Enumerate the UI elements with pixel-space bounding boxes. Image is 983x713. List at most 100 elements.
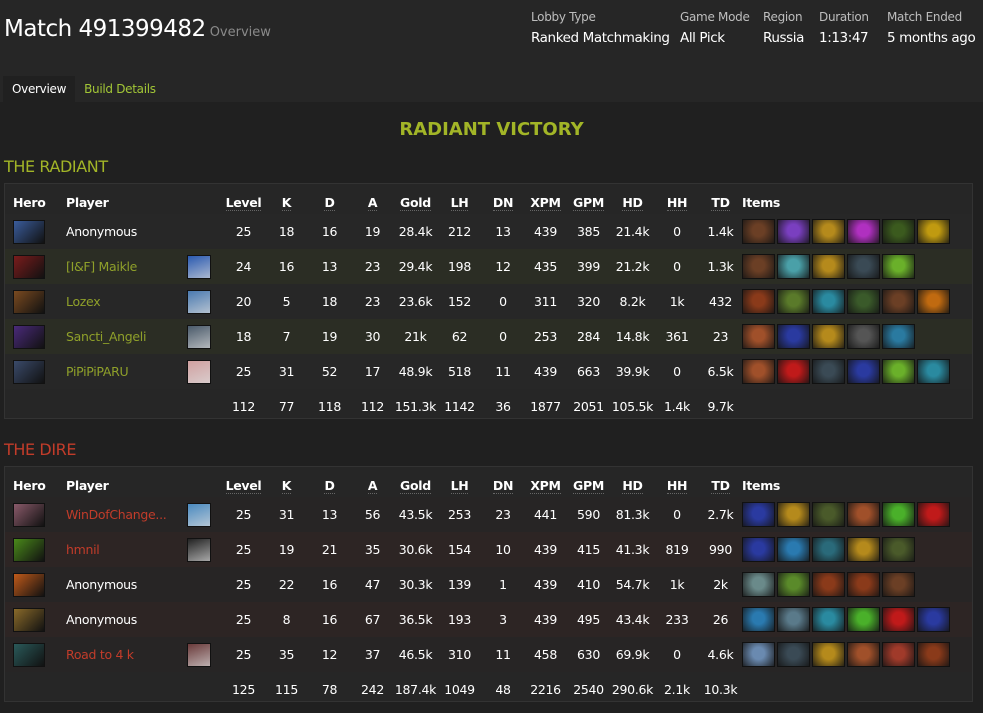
item-icon[interactable]	[812, 537, 845, 562]
item-icon[interactable]	[812, 359, 845, 384]
item-icon[interactable]	[917, 642, 950, 667]
item-icon[interactable]	[777, 607, 810, 632]
hero-portrait[interactable]	[13, 289, 45, 314]
column-header-d[interactable]: D	[308, 477, 351, 494]
hero-cell[interactable]	[13, 254, 66, 279]
item-icon[interactable]	[812, 642, 845, 667]
column-header-lh[interactable]: LH	[437, 477, 482, 494]
item-icon[interactable]	[777, 642, 810, 667]
item-icon[interactable]	[742, 324, 775, 349]
item-icon[interactable]	[812, 289, 845, 314]
column-header-gpm[interactable]: GPM	[567, 194, 610, 211]
column-header-hd[interactable]: HD	[610, 477, 655, 494]
item-icon[interactable]	[847, 289, 880, 314]
item-icon[interactable]	[742, 537, 775, 562]
item-icon[interactable]	[742, 359, 775, 384]
item-icon[interactable]	[742, 219, 775, 244]
item-icon[interactable]	[847, 642, 880, 667]
tab-build-details[interactable]: Build Details	[84, 82, 156, 96]
avatar[interactable]	[187, 642, 211, 667]
hero-portrait[interactable]	[13, 359, 45, 384]
item-icon[interactable]	[847, 572, 880, 597]
item-icon[interactable]	[882, 289, 915, 314]
column-header-d[interactable]: D	[308, 194, 351, 211]
hero-cell[interactable]	[13, 537, 66, 562]
item-icon[interactable]	[742, 607, 775, 632]
item-icon[interactable]	[882, 324, 915, 349]
tab-overview[interactable]: Overview	[3, 76, 76, 102]
item-icon[interactable]	[777, 289, 810, 314]
column-header-td[interactable]: TD	[699, 194, 742, 211]
column-header-hd[interactable]: HD	[610, 194, 655, 211]
hero-portrait[interactable]	[13, 607, 45, 632]
item-icon[interactable]	[917, 502, 950, 527]
avatar[interactable]	[187, 502, 211, 527]
avatar[interactable]	[187, 537, 211, 562]
item-icon[interactable]	[812, 254, 845, 279]
avatar[interactable]	[187, 359, 211, 384]
column-header-hh[interactable]: HH	[655, 477, 699, 494]
item-icon[interactable]	[882, 254, 915, 279]
hero-portrait[interactable]	[13, 572, 45, 597]
hero-cell[interactable]	[13, 219, 66, 244]
hero-portrait[interactable]	[13, 324, 45, 349]
hero-cell[interactable]	[13, 607, 66, 632]
column-header-xpm[interactable]: XPM	[524, 194, 567, 211]
item-icon[interactable]	[917, 607, 950, 632]
column-header-gold[interactable]: Gold	[394, 477, 437, 494]
column-header-gpm[interactable]: GPM	[567, 477, 610, 494]
hero-cell[interactable]	[13, 324, 66, 349]
item-icon[interactable]	[742, 502, 775, 527]
item-icon[interactable]	[847, 537, 880, 562]
item-icon[interactable]	[777, 502, 810, 527]
item-icon[interactable]	[882, 607, 915, 632]
item-icon[interactable]	[742, 572, 775, 597]
player-name[interactable]: PiPiPiPARU	[66, 364, 129, 379]
item-icon[interactable]	[777, 219, 810, 244]
item-icon[interactable]	[742, 254, 775, 279]
item-icon[interactable]	[882, 572, 915, 597]
column-header-level[interactable]: Level	[222, 477, 265, 494]
item-icon[interactable]	[847, 502, 880, 527]
item-icon[interactable]	[812, 572, 845, 597]
player-name[interactable]: WinDofChange...	[66, 507, 167, 522]
item-icon[interactable]	[917, 219, 950, 244]
item-icon[interactable]	[882, 642, 915, 667]
column-header-a[interactable]: A	[351, 194, 394, 211]
item-icon[interactable]	[847, 324, 880, 349]
item-icon[interactable]	[777, 324, 810, 349]
player-name[interactable]: [I&F] Maikle	[66, 259, 138, 274]
avatar[interactable]	[187, 254, 211, 279]
item-icon[interactable]	[812, 607, 845, 632]
item-icon[interactable]	[777, 572, 810, 597]
item-icon[interactable]	[742, 642, 775, 667]
column-header-k[interactable]: K	[265, 477, 308, 494]
column-header-a[interactable]: A	[351, 477, 394, 494]
player-name[interactable]: Lozex	[66, 294, 101, 309]
item-icon[interactable]	[917, 289, 950, 314]
hero-portrait[interactable]	[13, 219, 45, 244]
hero-cell[interactable]	[13, 359, 66, 384]
hero-cell[interactable]	[13, 502, 66, 527]
item-icon[interactable]	[742, 289, 775, 314]
avatar[interactable]	[187, 289, 211, 314]
item-icon[interactable]	[777, 254, 810, 279]
item-icon[interactable]	[812, 324, 845, 349]
item-icon[interactable]	[882, 502, 915, 527]
player-name[interactable]: hmnil	[66, 542, 100, 557]
column-header-dn[interactable]: DN	[482, 194, 524, 211]
item-icon[interactable]	[777, 359, 810, 384]
item-icon[interactable]	[812, 219, 845, 244]
hero-cell[interactable]	[13, 289, 66, 314]
column-header-k[interactable]: K	[265, 194, 308, 211]
hero-cell[interactable]	[13, 642, 66, 667]
column-header-level[interactable]: Level	[222, 194, 265, 211]
item-icon[interactable]	[917, 359, 950, 384]
hero-portrait[interactable]	[13, 642, 45, 667]
hero-portrait[interactable]	[13, 502, 45, 527]
item-icon[interactable]	[777, 537, 810, 562]
player-name[interactable]: Sancti_Angeli	[66, 329, 147, 344]
item-icon[interactable]	[847, 219, 880, 244]
column-header-gold[interactable]: Gold	[394, 194, 437, 211]
item-icon[interactable]	[882, 359, 915, 384]
